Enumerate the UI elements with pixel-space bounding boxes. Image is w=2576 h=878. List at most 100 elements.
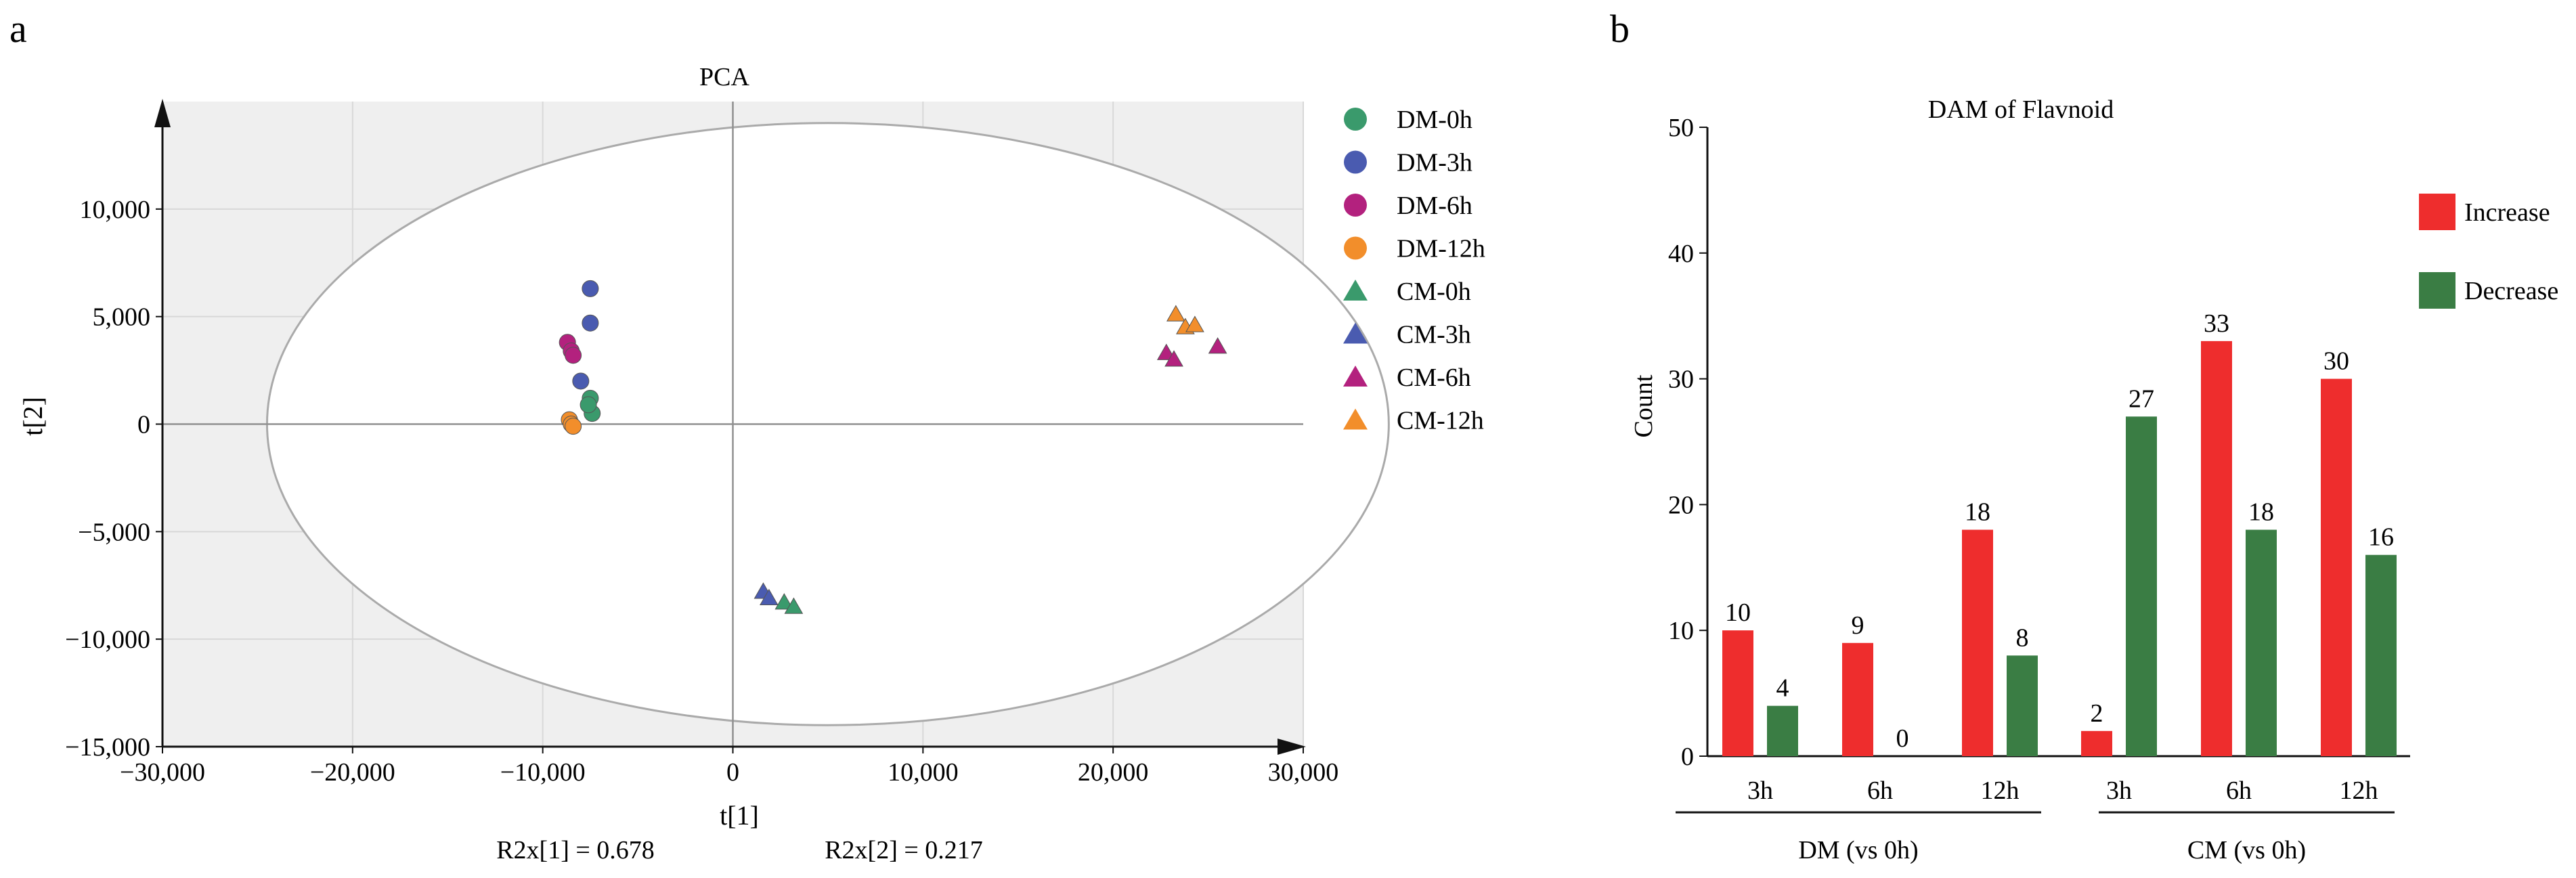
pca-legend-label: DM-0h — [1397, 106, 1472, 134]
pca-x-axis-label: t[1] — [720, 800, 759, 831]
bar-increase-3 — [2081, 730, 2112, 756]
pca-legend-label: DM-12h — [1397, 235, 1485, 263]
bar-legend-label: Increase — [2464, 198, 2550, 227]
pca-axes — [154, 99, 1306, 755]
bar-x-category-label: 6h — [2226, 776, 2252, 805]
bar-y-axis-label: Count — [1630, 374, 1658, 437]
bar-value-label: 8 — [2016, 623, 2029, 652]
pca-y-axis-arrow — [154, 99, 171, 127]
pca-point-CM-6h — [1164, 350, 1183, 367]
pca-point-CM-6h — [1208, 337, 1227, 354]
pca-legend-marker-CM-6h — [1343, 366, 1368, 387]
pca-point-CM-0h — [784, 597, 804, 614]
pca-y-tick-label: 0 — [137, 411, 150, 439]
bar-value-label: 27 — [2129, 385, 2154, 413]
pca-point-DM-3h — [582, 314, 599, 332]
pca-x-tick-label: −10,000 — [500, 758, 586, 787]
bar-increase-5 — [2321, 378, 2352, 756]
pca-point-CM-12h — [1185, 315, 1204, 332]
bar-y-tick-label: 0 — [1681, 743, 1694, 771]
bar-x-category-label: 12h — [2340, 776, 2378, 805]
bar-value-label: 18 — [1965, 498, 1990, 527]
pca-x-tick-label: 10,000 — [888, 758, 959, 787]
pca-x-tick-label: 0 — [726, 758, 739, 787]
pca-point-DM-6h — [565, 347, 582, 364]
bar-axes — [1706, 127, 2410, 758]
bar-legend-swatch-decrease — [2419, 272, 2455, 309]
bar-y-tick-label: 10 — [1668, 617, 1694, 645]
pca-legend-label: CM-6h — [1397, 364, 1471, 392]
pca-x-tick-label: −20,000 — [310, 758, 395, 787]
pca-y-tick-label: −10,000 — [65, 625, 150, 654]
pca-title: PCA — [699, 63, 749, 91]
pca-point-DM-0h — [580, 396, 597, 414]
bar-bars: 10 9 18 2 33 30 4 0 8 27 18 16 — [1722, 309, 2397, 756]
bar-y-tick-label: 20 — [1668, 491, 1694, 519]
bar-increase-1 — [1842, 642, 1873, 756]
pca-x-axis-arrow — [1278, 739, 1306, 755]
bar-decrease-5 — [2365, 554, 2397, 756]
bar-y-tick-label: 50 — [1668, 114, 1694, 142]
bar-decrease-3 — [2126, 416, 2157, 756]
bar-value-label: 2 — [2091, 699, 2103, 728]
pca-legend-marker-DM-12h — [1344, 236, 1367, 260]
pca-y-tick-label: −15,000 — [65, 733, 150, 762]
bar-y-tick-label: 30 — [1668, 366, 1694, 394]
bar-value-label: 33 — [2204, 309, 2229, 338]
pca-point-DM-12h — [565, 418, 582, 435]
bar-x-category-label: 3h — [1747, 776, 1773, 805]
pca-point-DM-3h — [582, 280, 599, 297]
pca-plot: −30,000 −20,000 −10,000 0 10,000 20,000 30,000… — [18, 63, 1485, 864]
bar-value-label: 16 — [2368, 523, 2394, 552]
pca-r2x1-annotation: R2x[1] = 0.678 — [496, 836, 655, 864]
pca-legend-label: DM-3h — [1397, 149, 1472, 177]
bar-value-label: 9 — [1852, 611, 1864, 640]
pca-point-CM-3h — [759, 588, 779, 606]
pca-point-DM-3h — [572, 372, 590, 390]
pca-legend-label: DM-6h — [1397, 192, 1472, 220]
bar-legend: Increase Decrease — [2419, 194, 2558, 309]
bar-legend-swatch-increase — [2419, 194, 2455, 230]
pca-point-CM-12h — [1166, 305, 1185, 322]
pca-y-axis-label: t[2] — [18, 397, 48, 436]
pca-legend-marker-CM-3h — [1343, 322, 1368, 344]
pca-y-tick-label: 5,000 — [93, 303, 151, 332]
bar-x-category-labels: 3h 6h 12h 3h 6h 12h — [1747, 776, 2378, 805]
bar-x-category-label: 3h — [2106, 776, 2132, 805]
panel-label-a: a — [9, 7, 27, 51]
pca-tick-labels: −30,000 −20,000 −10,000 0 10,000 20,000 30,000… — [65, 196, 1338, 787]
pca-r2x2-annotation: R2x[2] = 0.217 — [825, 836, 983, 864]
pca-legend-label: CM-3h — [1397, 321, 1471, 349]
bar-title: DAM of Flavnoid — [1928, 95, 2114, 124]
bar-group-label: CM (vs 0h) — [2187, 836, 2306, 864]
pca-legend-label: CM-0h — [1397, 278, 1471, 306]
bar-value-label: 30 — [2323, 347, 2349, 376]
panel-label-b: b — [1610, 7, 1630, 51]
bar-legend-label: Decrease — [2464, 277, 2558, 305]
pca-legend-marker-DM-3h — [1344, 150, 1367, 174]
bar-decrease-4 — [2246, 529, 2277, 756]
pca-point-CM-0h — [774, 593, 794, 610]
bar-x-category-label: 6h — [1867, 776, 1893, 805]
bar-group-labels: DM (vs 0h) CM (vs 0h) — [1676, 811, 2395, 864]
bar-increase-2 — [1962, 529, 1993, 756]
pca-legend: DM-0h DM-3h DM-6h DM-12h CM-0h CM-3h CM-6h CM-1… — [1343, 106, 1485, 435]
pca-legend-marker-CM-0h — [1343, 280, 1368, 301]
pca-legend-marker-DM-6h — [1344, 194, 1367, 217]
pca-points — [559, 280, 1227, 614]
bar-group-label: DM (vs 0h) — [1798, 836, 1918, 864]
pca-y-tick-label: −5,000 — [78, 518, 150, 546]
bar-y-tick-labels: 0 10 20 30 40 50 — [1668, 114, 1707, 771]
bar-increase-0 — [1722, 630, 1753, 756]
pca-x-tick-label: 30,000 — [1268, 758, 1339, 787]
pca-x-tick-label: −30,000 — [120, 758, 205, 787]
pca-legend-label: CM-12h — [1397, 407, 1484, 435]
bar-value-label: 10 — [1725, 598, 1751, 627]
bar-increase-4 — [2201, 341, 2232, 756]
pca-y-tick-label: 10,000 — [80, 196, 151, 224]
bar-value-label: 18 — [2248, 498, 2274, 527]
bar-x-category-label: 12h — [1981, 776, 2020, 805]
bar-value-label: 4 — [1776, 674, 1789, 703]
